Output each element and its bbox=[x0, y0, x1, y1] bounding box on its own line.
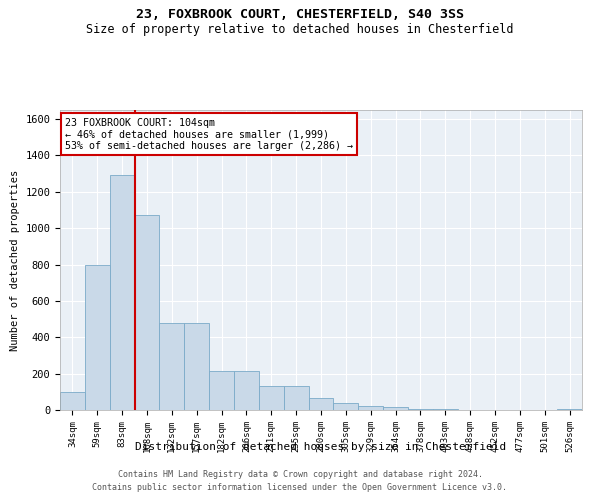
Bar bbox=[160, 322, 184, 410]
Y-axis label: Number of detached properties: Number of detached properties bbox=[10, 170, 20, 350]
Bar bbox=[134, 214, 160, 410]
Text: 23, FOXBROOK COURT, CHESTERFIELD, S40 3SS: 23, FOXBROOK COURT, CHESTERFIELD, S40 3S… bbox=[136, 8, 464, 20]
Bar bbox=[60, 392, 85, 410]
Bar bbox=[234, 371, 259, 410]
Bar bbox=[110, 176, 134, 410]
Text: Size of property relative to detached houses in Chesterfield: Size of property relative to detached ho… bbox=[86, 22, 514, 36]
Bar bbox=[308, 398, 334, 410]
Bar bbox=[557, 409, 582, 410]
Text: 23 FOXBROOK COURT: 104sqm
← 46% of detached houses are smaller (1,999)
53% of se: 23 FOXBROOK COURT: 104sqm ← 46% of detac… bbox=[65, 118, 353, 150]
Text: Contains HM Land Registry data © Crown copyright and database right 2024.: Contains HM Land Registry data © Crown c… bbox=[118, 470, 482, 479]
Bar bbox=[209, 371, 234, 410]
Bar bbox=[259, 386, 284, 410]
Bar bbox=[334, 402, 358, 410]
Bar bbox=[408, 408, 433, 410]
Bar bbox=[383, 406, 408, 410]
Text: Distribution of detached houses by size in Chesterfield: Distribution of detached houses by size … bbox=[136, 442, 506, 452]
Bar bbox=[358, 406, 383, 410]
Bar bbox=[184, 322, 209, 410]
Text: Contains public sector information licensed under the Open Government Licence v3: Contains public sector information licen… bbox=[92, 484, 508, 492]
Bar bbox=[85, 264, 110, 410]
Bar bbox=[284, 386, 308, 410]
